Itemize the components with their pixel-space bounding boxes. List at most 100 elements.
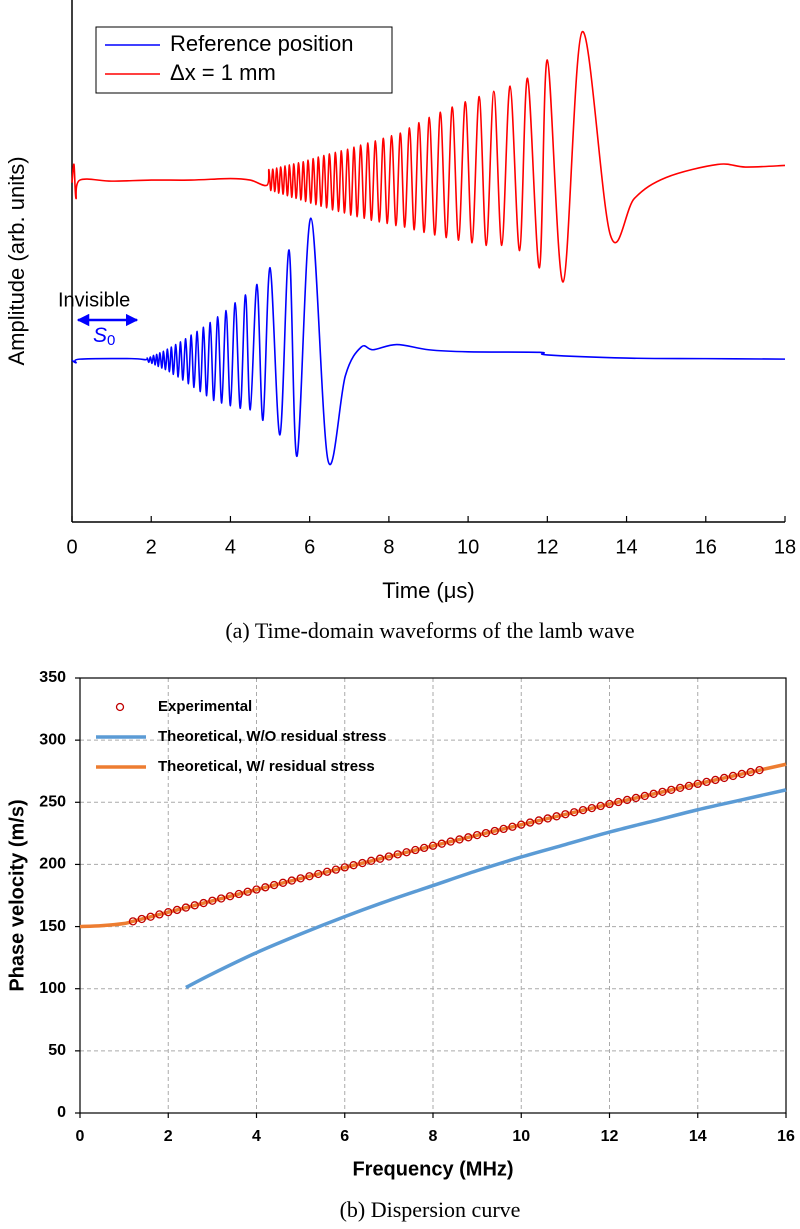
data-point xyxy=(296,874,305,883)
x-tick-label: 8 xyxy=(383,536,394,558)
data-point xyxy=(225,892,235,901)
data-point xyxy=(305,872,314,881)
y-tick-label: 300 xyxy=(39,731,66,748)
legend-label: Reference position xyxy=(170,31,353,56)
series-line xyxy=(71,217,786,465)
data-point xyxy=(384,852,394,861)
data-point xyxy=(755,765,764,775)
data-point xyxy=(623,795,632,805)
data-point xyxy=(128,917,138,926)
data-point xyxy=(570,808,579,817)
x-tick-label: 4 xyxy=(225,536,236,558)
data-point xyxy=(481,828,491,838)
data-point xyxy=(675,783,685,793)
y-tick-label: 250 xyxy=(39,794,66,811)
data-point xyxy=(446,837,455,846)
data-point xyxy=(746,767,755,777)
data-point xyxy=(420,843,429,853)
data-point xyxy=(137,914,146,924)
plot-frame xyxy=(79,677,787,1114)
x-tick-label: 16 xyxy=(777,1128,795,1145)
data-point xyxy=(243,887,252,896)
data-point xyxy=(534,816,544,825)
legend-label: Experimental xyxy=(158,698,252,715)
annotation-main: S xyxy=(93,324,107,347)
data-point xyxy=(552,812,561,821)
data-point xyxy=(464,833,473,842)
series-line xyxy=(185,788,787,990)
legend-label: Theoretical, W/ residual stress xyxy=(158,758,375,775)
x-axis-label: Time (μs) xyxy=(382,578,475,603)
x-tick-label: 2 xyxy=(164,1128,173,1145)
x-tick-label: 0 xyxy=(76,1128,85,1145)
data-point xyxy=(172,905,182,915)
data-point xyxy=(614,797,623,807)
data-point xyxy=(314,869,323,879)
x-tick-label: 0 xyxy=(66,536,77,558)
data-point xyxy=(208,896,217,905)
data-point xyxy=(499,824,508,834)
data-point xyxy=(199,898,208,908)
x-tick-label: 10 xyxy=(457,536,479,558)
legend-label: Theoretical, W/O residual stress xyxy=(158,728,386,745)
x-tick-label: 2 xyxy=(146,536,157,558)
x-tick-label: 18 xyxy=(774,536,796,558)
x-tick-label: 8 xyxy=(429,1128,438,1145)
data-point xyxy=(728,771,738,781)
legend-label: Δx = 1 mm xyxy=(170,60,276,85)
x-tick-label: 6 xyxy=(304,536,315,558)
annotation-subscript: 0 xyxy=(107,332,115,349)
caption: (a) Time-domain waveforms of the lamb wa… xyxy=(225,618,634,643)
data-point xyxy=(667,785,676,795)
y-axis-label: Amplitude (arb. units) xyxy=(4,156,29,365)
data-point xyxy=(181,903,191,912)
data-point xyxy=(561,810,570,819)
y-tick-label: 50 xyxy=(48,1042,66,1059)
data-point xyxy=(375,854,385,863)
data-point xyxy=(146,912,155,921)
x-tick-label: 16 xyxy=(695,536,717,558)
x-tick-label: 10 xyxy=(512,1128,530,1145)
x-axis-label: Frequency (MHz) xyxy=(352,1158,513,1180)
data-point xyxy=(190,901,199,910)
data-point xyxy=(331,865,341,874)
x-tick-label: 12 xyxy=(536,536,558,558)
y-tick-label: 200 xyxy=(39,856,66,873)
y-tick-label: 350 xyxy=(39,669,66,686)
legend-swatch xyxy=(115,702,125,712)
data-point xyxy=(349,861,358,870)
data-point xyxy=(693,779,702,789)
data-point xyxy=(711,775,720,785)
x-tick-label: 6 xyxy=(340,1128,349,1145)
data-point xyxy=(631,793,641,803)
annotation: S0 xyxy=(93,324,115,349)
data-point xyxy=(508,822,517,831)
y-tick-label: 100 xyxy=(39,980,66,997)
y-axis-label: Phase velocity (m/s) xyxy=(6,799,28,991)
data-point xyxy=(278,878,288,887)
data-point xyxy=(702,777,711,787)
series-line xyxy=(71,31,786,283)
data-point xyxy=(455,835,464,844)
data-point xyxy=(517,820,526,829)
data-point xyxy=(578,805,588,815)
data-point xyxy=(472,830,482,840)
data-point xyxy=(737,769,747,779)
data-point xyxy=(649,789,658,798)
data-point xyxy=(684,781,694,791)
legend-box xyxy=(95,26,393,94)
data-point xyxy=(543,814,552,823)
data-point xyxy=(428,841,438,850)
annotation: Invisible xyxy=(58,289,130,311)
data-point xyxy=(525,818,535,827)
data-point xyxy=(640,791,649,801)
data-point xyxy=(217,894,226,903)
data-point xyxy=(605,799,614,809)
data-point xyxy=(287,876,296,885)
data-point xyxy=(490,826,499,836)
x-tick-label: 14 xyxy=(689,1128,707,1145)
data-point xyxy=(340,863,349,872)
data-point xyxy=(393,850,402,859)
data-point xyxy=(587,803,596,813)
